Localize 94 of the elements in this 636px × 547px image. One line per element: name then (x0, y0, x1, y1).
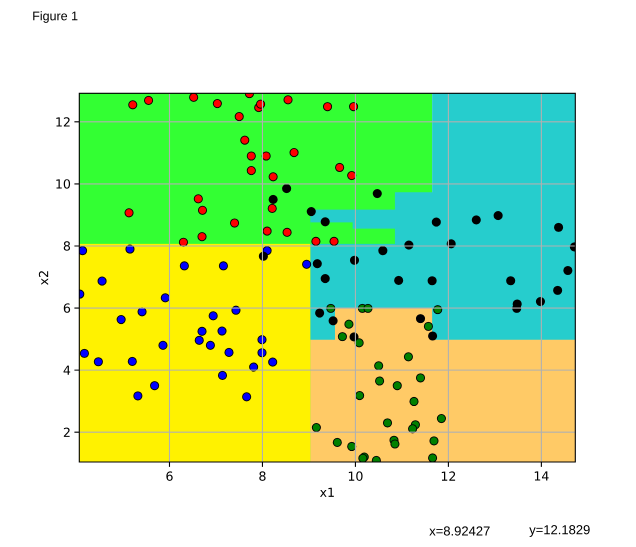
point (553, 286, 562, 295)
point (125, 244, 135, 254)
point (320, 217, 330, 226)
y-tick-label: 2 (64, 428, 70, 437)
y-tick-label: 6 (64, 303, 70, 313)
point (230, 218, 240, 228)
point (306, 206, 316, 216)
point (178, 238, 188, 247)
point (138, 307, 147, 316)
point (98, 276, 107, 286)
y-tick-label: 12 (56, 117, 70, 126)
point (354, 338, 364, 348)
point (240, 136, 250, 145)
point (268, 194, 278, 204)
point (208, 311, 218, 320)
point (374, 361, 384, 370)
text: x=8.92427 (429, 526, 490, 536)
point (494, 211, 503, 220)
point (150, 381, 160, 390)
point (416, 314, 426, 324)
point (124, 208, 134, 218)
point (268, 204, 277, 213)
point (116, 314, 126, 324)
point (268, 358, 278, 367)
point (404, 352, 413, 362)
point (338, 332, 347, 342)
point (197, 232, 207, 242)
point (197, 326, 207, 336)
point (262, 151, 271, 161)
point (392, 381, 402, 390)
y-tick-label: 10 (56, 179, 70, 189)
point (282, 228, 292, 237)
x-tick-label: 14 (534, 471, 549, 481)
point (160, 293, 170, 302)
point (347, 170, 356, 180)
point (506, 276, 516, 286)
point (94, 357, 103, 366)
x-tick-label: 12 (442, 471, 456, 481)
point (429, 436, 439, 446)
y-axis-title: x2 (38, 271, 48, 285)
y-tick-label: 4 (64, 366, 70, 375)
point (428, 331, 438, 341)
point (282, 184, 292, 194)
point (472, 215, 481, 224)
point (133, 391, 142, 400)
point (320, 274, 330, 284)
point (302, 260, 312, 269)
point (128, 356, 137, 366)
point (332, 438, 342, 447)
point (218, 261, 228, 270)
x-tick-label: 8 (259, 471, 266, 481)
point (335, 162, 344, 172)
point (355, 391, 364, 400)
point (428, 276, 437, 286)
point (234, 112, 244, 122)
caption: Figure 1 (33, 11, 78, 23)
point (268, 172, 278, 182)
point (311, 236, 320, 246)
point (315, 308, 324, 318)
y-tick-label: 8 (64, 241, 70, 251)
point (328, 316, 338, 326)
point (217, 326, 227, 336)
point (194, 336, 204, 345)
point (390, 439, 400, 449)
point (375, 376, 384, 386)
point (198, 206, 208, 215)
point (290, 148, 299, 158)
point (394, 276, 404, 285)
point (246, 166, 256, 176)
point (424, 322, 433, 331)
point (158, 340, 168, 350)
x-tick-label: 6 (166, 471, 173, 481)
point (344, 320, 354, 329)
point (206, 340, 215, 350)
x-tick-label: 10 (348, 471, 363, 481)
point (312, 259, 322, 268)
point (262, 226, 272, 236)
point (432, 218, 441, 227)
point (246, 151, 256, 161)
point (194, 194, 203, 204)
point (312, 423, 321, 432)
text: y=12.1829 (529, 525, 590, 537)
point (329, 236, 339, 246)
point (378, 246, 388, 256)
point (436, 414, 446, 424)
point (180, 261, 189, 270)
point (409, 396, 419, 406)
point (382, 418, 392, 428)
point (224, 348, 234, 357)
point (416, 373, 426, 382)
point (372, 188, 382, 198)
point (242, 392, 252, 402)
x-axis-title: x1 (320, 488, 334, 497)
point (218, 370, 228, 380)
